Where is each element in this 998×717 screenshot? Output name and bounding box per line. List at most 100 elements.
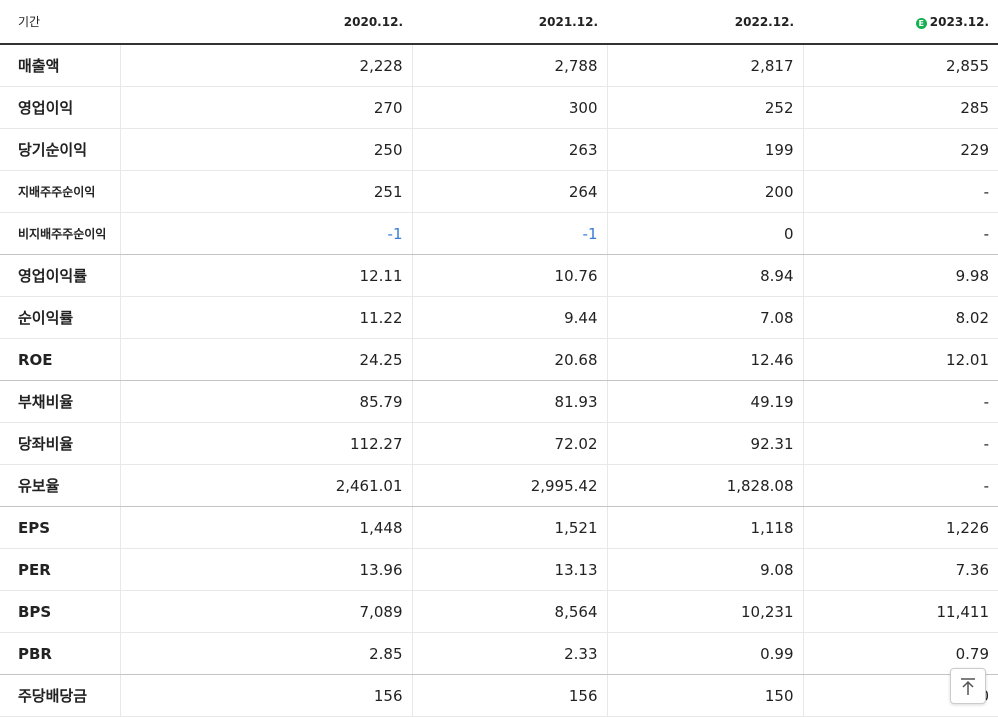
value-cell: 24.25 [119,338,412,381]
value-cell: 156 [119,674,412,717]
header-text: 기간 [18,15,41,29]
value-cell: 1,226 [802,506,998,549]
table-row: 순이익률 11.22 9.44 7.08 8.02 [0,296,998,339]
row-label: 지배주주순이익 [0,170,120,213]
value-cell: 199 [606,128,803,171]
row-label: PBR [0,632,120,675]
table-row: 당기순이익 250 263 199 229 [0,128,998,171]
estimate-icon: E [915,17,927,29]
table-row: 유보율 2,461.01 2,995.42 1,828.08- [0,464,998,507]
value-cell: 12.11 [119,254,412,297]
value-cell: - [802,212,998,255]
value-cell: 1,118 [606,506,803,549]
value-cell: 8.94 [606,254,803,297]
header-cell: 2022.12. [607,0,803,45]
value-cell: 2,788 [411,44,607,87]
value-cell: 49.19 [606,380,803,423]
row-label: 영업이익 [0,86,120,129]
header-cell: 2021.12. [412,0,607,45]
value-cell: 285 [802,86,998,129]
header-text: 2021.12. [538,14,598,29]
value-cell: 13.96 [119,548,412,591]
value-cell: 12.01 [802,338,998,381]
value-cell: 8,564 [411,590,607,633]
value-cell: 72.02 [411,422,607,465]
value-cell: 0.79 [802,632,998,675]
table-row: PER 13.96 13.13 9.08 7.36 [0,548,998,591]
value-cell: 156 [411,674,607,717]
header-text: 2023.12. [929,14,989,29]
value-cell: - [802,170,998,213]
value-cell: 10,231 [606,590,803,633]
value-cell: 2,995.42 [411,464,607,507]
value-cell: 7,089 [119,590,412,633]
value-cell: 251 [119,170,412,213]
row-label: ROE [0,338,120,381]
header-cell: E 2023.12. [803,0,998,45]
value-cell: 150 [606,674,803,717]
table-row: 당좌비율 112.27 72.02 92.31- [0,422,998,465]
value-cell: 264 [411,170,607,213]
value-cell: 2.33 [411,632,607,675]
value-cell: 92.31 [606,422,803,465]
value-cell: 2,855 [802,44,998,87]
table-row: 주당배당금156156150150 [0,674,998,717]
header-text: 2022.12. [734,14,794,29]
value-cell: 2,817 [606,44,803,87]
value-cell: 1,521 [411,506,607,549]
table-row: 영업이익 270 300 252 285 [0,86,998,129]
value-cell: 0 [606,212,803,255]
value-cell: 20.68 [411,338,607,381]
scroll-top-button[interactable] [950,668,986,704]
value-cell: 2,228 [119,44,412,87]
table-row: 영업이익률 12.11 10.76 8.94 9.98 [0,254,998,297]
value-cell: 252 [606,86,803,129]
header-row: 기간 2020.12. 2021.12. 2022.12. E 2023.12. [0,0,998,45]
value-cell: 9.08 [606,548,803,591]
row-label: 영업이익률 [0,254,120,297]
value-cell: 0.99 [606,632,803,675]
scroll-top-icon [961,678,975,695]
value-cell: 2.85 [119,632,412,675]
row-label: 유보율 [0,464,120,507]
value-cell: 13.13 [411,548,607,591]
value-cell: 11.22 [119,296,412,339]
value-cell: - [802,422,998,465]
value-cell: 85.79 [119,380,412,423]
table-row: EPS 1,448 1,521 1,118 1,226 [0,506,998,549]
table-row: PBR 2.85 2.33 0.99 0.79 [0,632,998,675]
value-cell: 12.46 [606,338,803,381]
header-text: 2020.12. [343,14,403,29]
value-cell: 2,461.01 [119,464,412,507]
table-row: BPS 7,089 8,564 10,231 11,411 [0,590,998,633]
header-cell: 2020.12. [120,0,412,45]
table-row: ROE 24.25 20.68 12.46 12.01 [0,338,998,381]
row-label: 부채비율 [0,380,120,423]
value-cell: - [802,380,998,423]
row-label: 당좌비율 [0,422,120,465]
value-cell: 1,448 [119,506,412,549]
value-cell: -1 [119,212,412,255]
header-cell: 기간 [0,0,120,45]
value-cell: 7.08 [606,296,803,339]
value-cell: 229 [802,128,998,171]
row-label: 매출액 [0,44,120,87]
value-cell: 112.27 [119,422,412,465]
row-label: PER [0,548,120,591]
value-cell: 263 [411,128,607,171]
value-cell: 8.02 [802,296,998,339]
value-cell: - [802,464,998,507]
table-row: 매출액 2,228 2,788 2,817 2,855 [0,44,998,87]
value-cell: 7.36 [802,548,998,591]
value-cell: 270 [119,86,412,129]
row-label: 순이익률 [0,296,120,339]
row-label: 주당배당금 [0,674,120,717]
value-cell: 10.76 [411,254,607,297]
table-row: 지배주주순이익 251 264 200- [0,170,998,213]
row-label: 비지배주주순이익 [0,212,120,255]
value-cell: -1 [411,212,607,255]
value-cell: 9.44 [411,296,607,339]
value-cell: 250 [119,128,412,171]
